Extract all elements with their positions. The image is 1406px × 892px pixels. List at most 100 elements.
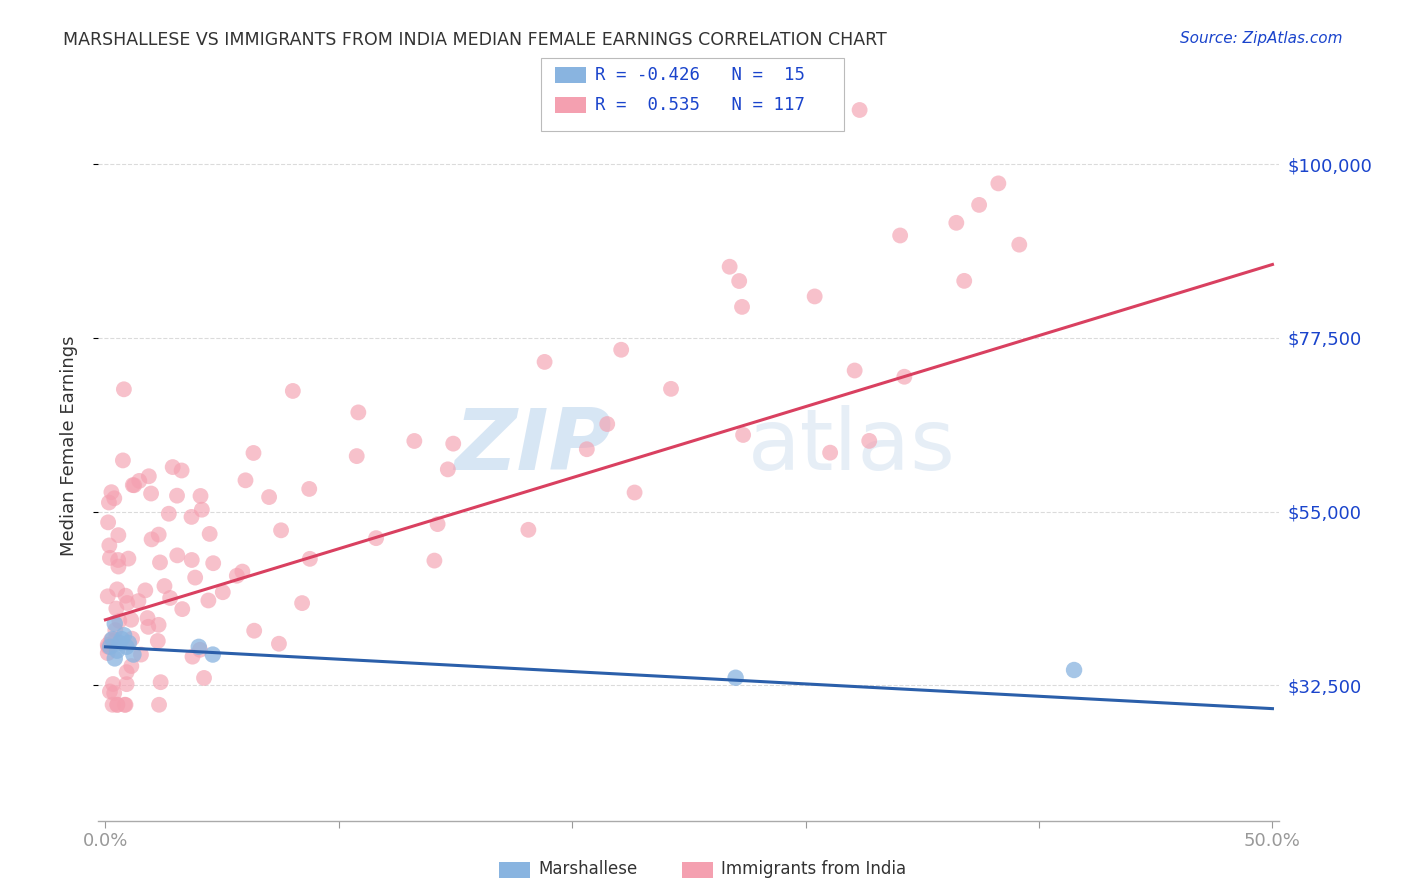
Point — [101, 698, 124, 712]
Point — [136, 611, 159, 625]
Point — [112, 382, 135, 396]
Point — [114, 698, 136, 712]
Point — [98, 684, 121, 698]
Point — [172, 602, 194, 616]
Point — [104, 632, 127, 647]
Point — [191, 502, 214, 516]
Point — [105, 601, 128, 615]
Point — [987, 177, 1010, 191]
Point — [129, 648, 152, 662]
Point — [108, 636, 131, 650]
Point — [103, 491, 125, 506]
Point — [166, 549, 188, 563]
Point — [298, 552, 321, 566]
Point — [98, 640, 121, 654]
Point — [225, 568, 247, 582]
Point — [100, 485, 122, 500]
Text: Immigrants from India: Immigrants from India — [721, 860, 907, 878]
Point — [105, 582, 128, 597]
Point — [139, 486, 162, 500]
Point — [146, 634, 169, 648]
Point — [98, 538, 121, 552]
Point — [724, 671, 747, 685]
Point — [441, 436, 464, 450]
Point — [149, 556, 172, 570]
Point — [100, 633, 122, 648]
Point — [153, 579, 176, 593]
Point — [101, 677, 124, 691]
Point — [166, 489, 188, 503]
Point — [187, 640, 209, 654]
Y-axis label: Median Female Earnings: Median Female Earnings — [59, 335, 77, 557]
Point — [111, 453, 134, 467]
Point — [347, 405, 370, 419]
Point — [120, 659, 142, 673]
Text: Marshallese: Marshallese — [538, 860, 638, 878]
Point — [202, 556, 225, 570]
Point — [148, 698, 170, 712]
Text: Source: ZipAtlas.com: Source: ZipAtlas.com — [1180, 31, 1343, 46]
Point — [1063, 663, 1085, 677]
Point — [170, 463, 193, 477]
Point — [148, 527, 170, 541]
Point — [818, 445, 841, 459]
Point — [107, 528, 129, 542]
Point — [346, 449, 368, 463]
Point — [114, 698, 136, 712]
Point — [149, 675, 172, 690]
Point — [112, 628, 135, 642]
Point — [197, 593, 219, 607]
Point — [114, 589, 136, 603]
Point — [97, 590, 120, 604]
Point — [105, 698, 128, 712]
Point — [97, 646, 120, 660]
Point — [242, 446, 264, 460]
Point — [733, 428, 755, 442]
Point — [107, 553, 129, 567]
Point — [198, 527, 221, 541]
Point — [193, 671, 215, 685]
Point — [181, 649, 204, 664]
Point — [291, 596, 314, 610]
Point — [404, 434, 426, 448]
Point — [107, 559, 129, 574]
Point — [610, 343, 633, 357]
Point — [437, 462, 460, 476]
Point — [298, 482, 321, 496]
Point — [731, 300, 754, 314]
Text: MARSHALLESE VS IMMIGRANTS FROM INDIA MEDIAN FEMALE EARNINGS CORRELATION CHART: MARSHALLESE VS IMMIGRANTS FROM INDIA MED… — [63, 31, 887, 49]
Point — [953, 274, 976, 288]
Point — [967, 198, 990, 212]
Point — [190, 489, 212, 503]
Text: R =  0.535   N = 117: R = 0.535 N = 117 — [595, 96, 804, 114]
Point — [120, 613, 142, 627]
Text: R = -0.426   N =  15: R = -0.426 N = 15 — [595, 66, 804, 84]
Point — [111, 632, 134, 646]
Point — [117, 551, 139, 566]
Point — [231, 565, 253, 579]
Point — [122, 478, 145, 492]
Point — [115, 677, 138, 691]
Point — [108, 614, 131, 628]
Point — [426, 517, 449, 532]
Point — [97, 638, 120, 652]
Point — [115, 665, 138, 680]
Text: atlas: atlas — [748, 404, 956, 488]
Point — [180, 509, 202, 524]
Point — [121, 478, 143, 492]
Point — [141, 533, 163, 547]
Point — [148, 617, 170, 632]
Point — [533, 355, 555, 369]
Text: ZIP: ZIP — [454, 404, 612, 488]
Point — [257, 490, 280, 504]
Point — [98, 550, 121, 565]
Point — [184, 571, 207, 585]
Point — [803, 289, 825, 303]
Point — [115, 596, 138, 610]
Point — [188, 642, 211, 657]
Point — [180, 553, 202, 567]
Point — [103, 686, 125, 700]
Point — [136, 620, 159, 634]
Point — [104, 616, 127, 631]
Point — [128, 474, 150, 488]
